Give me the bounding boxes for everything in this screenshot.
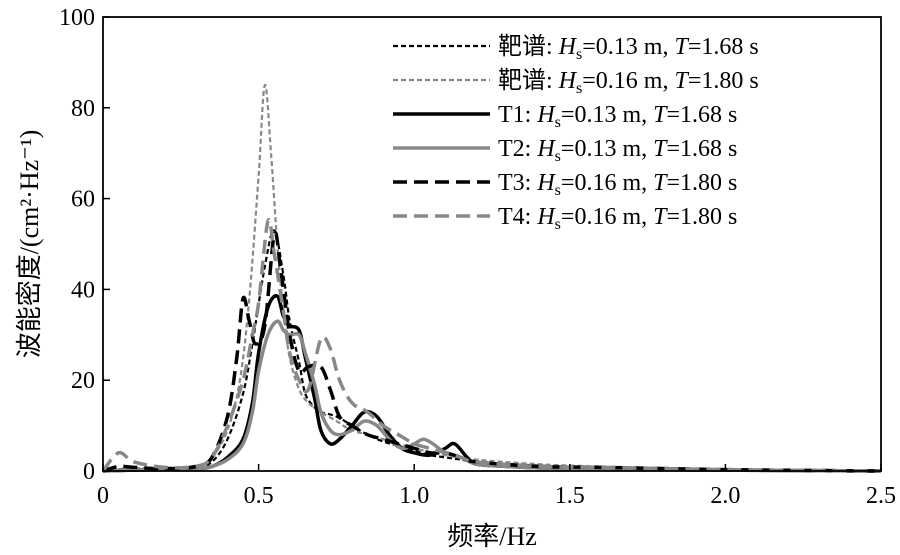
x-tick-label: 0 bbox=[97, 483, 109, 509]
plot-frame bbox=[102, 16, 882, 472]
series-line-6 bbox=[101, 217, 882, 473]
legend-label-1: 靶谱: Hs=0.13 m, T=1.68 s bbox=[498, 33, 759, 63]
x-tick-label: 2.5 bbox=[866, 483, 896, 509]
legend: 靶谱: Hs=0.13 m, T=1.68 s 靶谱: Hs=0.16 m, T=… bbox=[393, 33, 759, 233]
x-axis-title: 频率/Hz bbox=[447, 522, 537, 551]
legend-label-2: 靶谱: Hs=0.16 m, T=1.80 s bbox=[498, 67, 759, 97]
y-tick-label: 20 bbox=[71, 368, 95, 394]
x-tick-label: 0.5 bbox=[244, 483, 274, 509]
legend-label-6: T4: Hs=0.16 m, T=1.80 s bbox=[498, 204, 737, 233]
legend-label-4: T2: Hs=0.13 m, T=1.68 s bbox=[498, 136, 737, 165]
plot-lines bbox=[101, 83, 882, 473]
y-tick-label: 40 bbox=[71, 277, 95, 303]
x-tick-label: 1.0 bbox=[399, 483, 429, 509]
legend-label-5: T3: Hs=0.16 m, T=1.80 s bbox=[498, 170, 737, 199]
x-tick-label: 2.0 bbox=[710, 483, 740, 509]
y-tick-label: 80 bbox=[71, 96, 95, 122]
y-axis-title: 波能密度/(cm²·Hz⁻¹) bbox=[15, 130, 44, 359]
series-line-2 bbox=[102, 83, 882, 473]
series-line-1 bbox=[102, 229, 882, 473]
legend-label-3: T1: Hs=0.13 m, T=1.68 s bbox=[498, 102, 737, 131]
series-line-5 bbox=[102, 231, 882, 473]
x-tick-label: 1.5 bbox=[555, 483, 585, 509]
axis-ticks: 0 0.5 1.0 1.5 2.0 2.5 0 20 40 60 80 100 bbox=[59, 5, 896, 509]
y-tick-label: 100 bbox=[59, 5, 95, 31]
y-tick-label: 0 bbox=[83, 459, 95, 485]
y-tick-label: 60 bbox=[71, 187, 95, 213]
